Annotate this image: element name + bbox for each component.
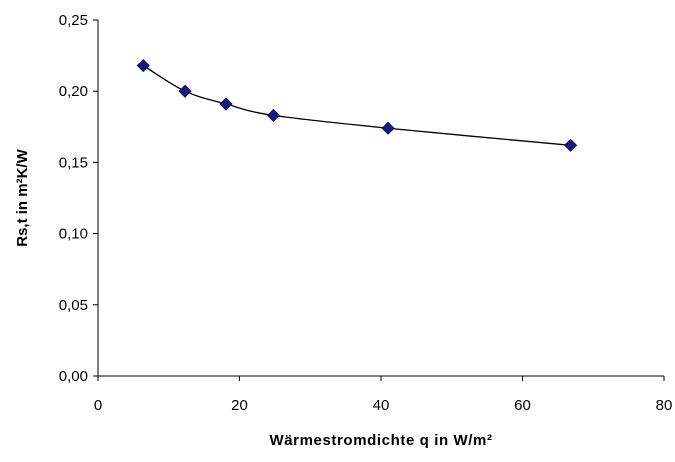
data-point-diamond	[219, 97, 233, 111]
y-tick-label: 0,20	[59, 83, 88, 100]
y-tick-label: 0,05	[59, 297, 88, 314]
y-tick-label: 0,10	[59, 226, 88, 243]
x-axis-title: Wärmestromdichte q in W/m²	[269, 432, 492, 449]
y-tick-label: 0,15	[59, 154, 88, 171]
y-axis-title: Rs,t in m²K/W	[14, 148, 31, 246]
y-tick-label: 0,25	[59, 12, 88, 29]
data-point-diamond	[381, 121, 395, 135]
x-tick-label: 80	[656, 397, 673, 414]
x-ticks: 0 20 40 60 80	[94, 376, 673, 414]
x-tick-label: 40	[373, 397, 390, 414]
data-point-diamond	[266, 108, 281, 122]
y-tick-label: 0,00	[59, 368, 88, 385]
data-point-diamond	[178, 84, 192, 98]
x-tick-label: 20	[231, 397, 248, 414]
y-ticks: 0,00 0,05 0,10 0,15 0,20 0,25	[59, 12, 98, 385]
axes	[97, 20, 664, 377]
x-tick-label: 0	[94, 397, 102, 414]
x-tick-label: 60	[514, 397, 531, 414]
series-line	[142, 65, 571, 146]
series-layer	[136, 59, 578, 152]
data-point-diamond	[136, 59, 150, 73]
data-point-diamond	[564, 138, 578, 152]
